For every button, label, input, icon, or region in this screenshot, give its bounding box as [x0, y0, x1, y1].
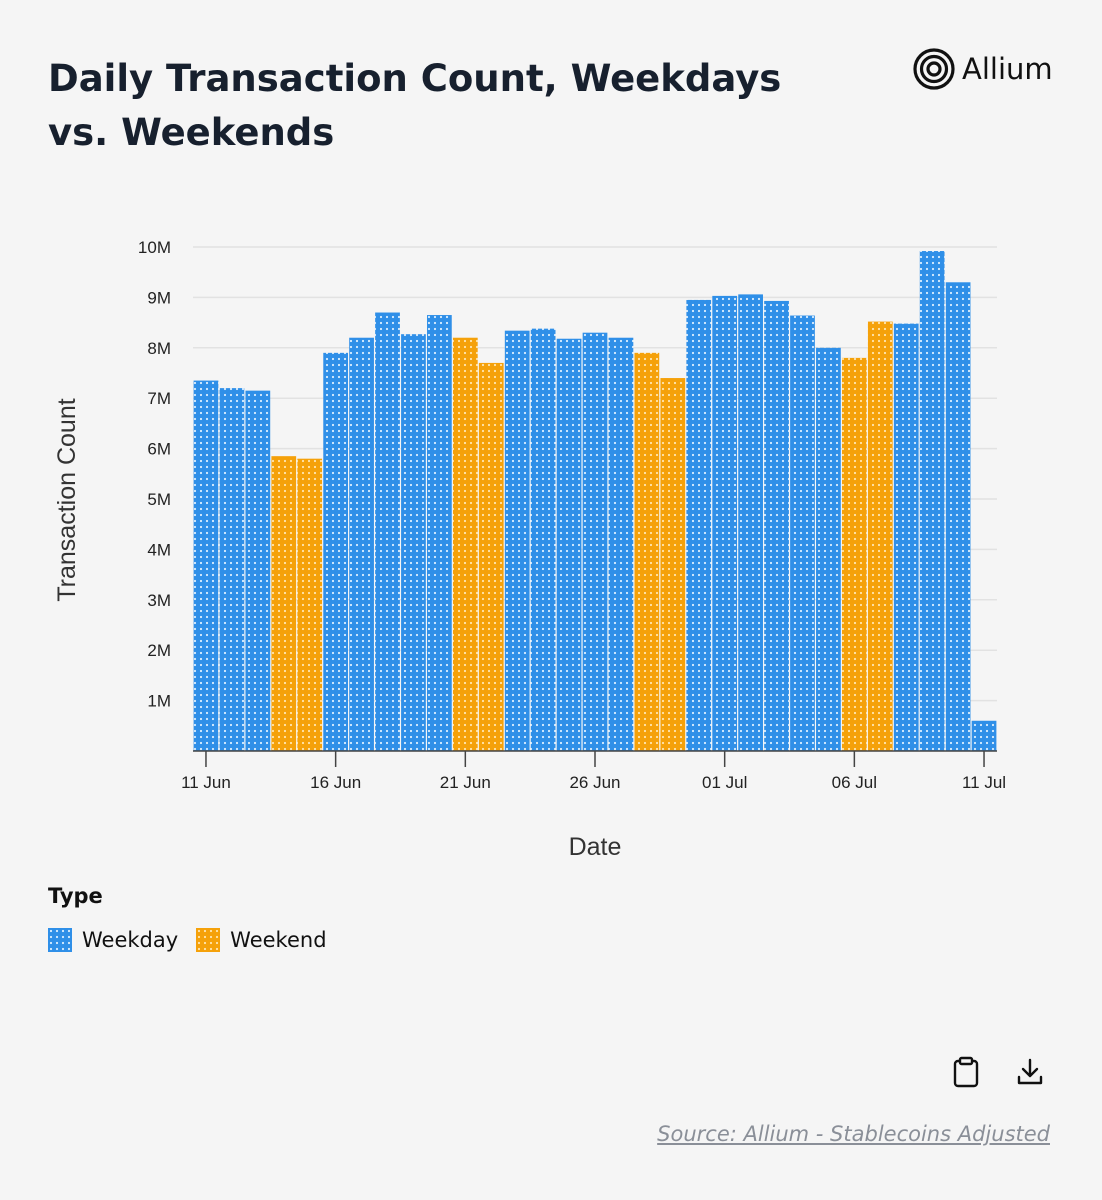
bar-weekend[interactable] — [478, 362, 504, 751]
bar-weekend[interactable] — [867, 321, 893, 751]
bar-weekday[interactable] — [323, 352, 349, 751]
download-button[interactable] — [1010, 1052, 1050, 1092]
bar-weekday[interactable] — [245, 390, 271, 751]
bar-weekday[interactable] — [349, 337, 374, 751]
bar-weekend[interactable] — [271, 456, 297, 751]
y-tick-label: 6M — [147, 440, 171, 459]
brand-logo: Allium — [912, 46, 1053, 92]
axes: 1M 2M 3M 4M 5M 6M 7M 8M 9M 10M 11 Jun 16 Jun 21 Jun 2… — [53, 238, 1006, 861]
bar-weekday[interactable] — [764, 300, 789, 751]
bar-chart: 1M 2M 3M 4M 5M 6M 7M 8M 9M 10M 11 Jun 16 Jun 21 Jun 2… — [53, 238, 1006, 861]
x-tick-label: 21 Jun — [440, 773, 491, 792]
bar-weekend[interactable] — [634, 352, 660, 751]
bar-weekday[interactable] — [919, 251, 945, 752]
bar-weekday[interactable] — [971, 720, 997, 751]
bar-weekday[interactable] — [686, 299, 712, 751]
bar-weekend[interactable] — [452, 337, 478, 751]
y-tick-label: 8M — [147, 339, 171, 358]
bar-weekday[interactable] — [738, 294, 763, 751]
x-tick-label: 11 Jul — [962, 773, 1006, 792]
legend-item-weekend[interactable]: Weekend — [196, 928, 327, 952]
x-tick-label: 16 Jun — [310, 773, 361, 792]
allium-logo-icon — [913, 48, 955, 90]
y-tick-label: 1M — [147, 692, 171, 711]
x-tick-label: 06 Jul — [832, 773, 877, 792]
bar-weekday[interactable] — [608, 337, 634, 751]
legend-swatch-weekend — [196, 928, 221, 952]
bars — [193, 251, 997, 752]
y-tick-label: 5M — [147, 490, 171, 509]
bar-weekday[interactable] — [375, 312, 400, 751]
bar-weekend[interactable] — [297, 458, 323, 751]
legend-swatch-weekday — [48, 928, 72, 952]
legend: Weekday Weekend — [48, 928, 327, 952]
download-icon — [1017, 1058, 1043, 1085]
y-axis-title: Transaction Count — [53, 398, 81, 601]
y-tick-label: 10M — [138, 238, 171, 257]
x-tick-label: 26 Jun — [569, 773, 620, 792]
bar-weekday[interactable] — [790, 315, 815, 751]
bar-weekend[interactable] — [841, 357, 867, 751]
y-tick-label: 7M — [147, 389, 171, 408]
bar-weekday[interactable] — [530, 328, 556, 751]
source-link[interactable]: Source: Allium - Stablecoins Adjusted — [657, 1122, 1050, 1146]
clipboard-icon — [953, 1056, 979, 1088]
y-tick-label: 3M — [147, 591, 171, 610]
bar-weekday[interactable] — [712, 295, 738, 751]
x-axis-title: Date — [569, 833, 622, 861]
bar-weekday[interactable] — [193, 380, 219, 751]
x-tick-label: 11 Jun — [181, 773, 231, 792]
y-tick-label: 2M — [147, 641, 171, 660]
legend-label-weekend: Weekend — [230, 928, 327, 952]
brand-name: Allium — [962, 52, 1053, 86]
legend-item-weekday[interactable]: Weekday — [48, 928, 178, 952]
page-title: Daily Transaction Count, Weekdays vs. We… — [48, 57, 782, 154]
legend-title: Type — [48, 884, 103, 908]
y-tick-label: 9M — [147, 288, 171, 307]
bar-weekday[interactable] — [504, 330, 530, 751]
bar-weekday[interactable] — [219, 388, 245, 751]
bar-weekday[interactable] — [401, 334, 426, 751]
copy-button[interactable] — [946, 1052, 986, 1092]
x-tick-label: 01 Jul — [702, 773, 747, 792]
bar-weekend[interactable] — [660, 378, 686, 751]
bar-weekday[interactable] — [945, 282, 971, 751]
bar-weekday[interactable] — [893, 323, 919, 751]
bar-weekday[interactable] — [556, 338, 582, 751]
bar-weekday[interactable] — [582, 332, 608, 751]
bar-weekday[interactable] — [427, 315, 452, 751]
bar-weekday[interactable] — [816, 347, 841, 751]
legend-label-weekday: Weekday — [82, 928, 179, 952]
y-tick-label: 4M — [147, 540, 171, 559]
